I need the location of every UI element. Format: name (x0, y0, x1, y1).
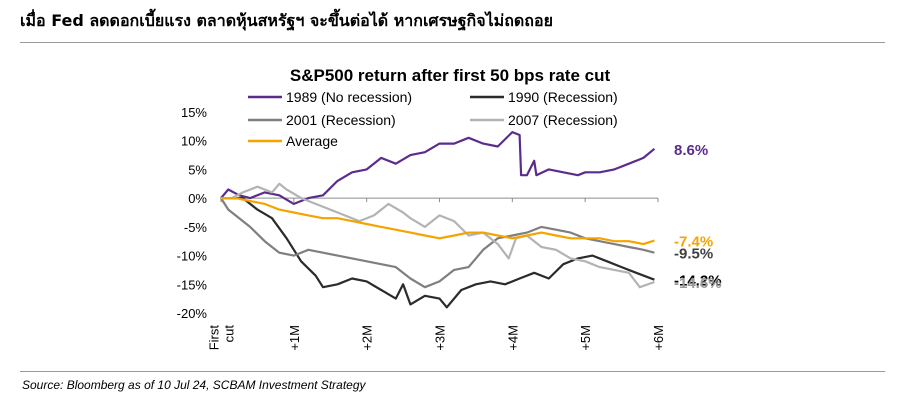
x-tick-label: +2M (360, 325, 375, 351)
series-line (221, 182, 655, 289)
source-note: Source: Bloomberg as of 10 Jul 24, SCBAM… (22, 378, 366, 392)
y-tick-label: 15% (181, 105, 207, 120)
x-tick-label: +3M (433, 325, 448, 351)
header-divider (20, 42, 885, 43)
svg-text:+1M: +1M (287, 325, 302, 351)
y-tick-label: 0% (188, 191, 207, 206)
series-end-label: -9.5% (674, 246, 713, 263)
y-tick-label: -20% (177, 306, 208, 321)
svg-text:+2M: +2M (360, 325, 375, 351)
svg-text:First: First (207, 325, 222, 351)
svg-text:+5M: +5M (578, 325, 593, 351)
legend-label: 1990 (Recession) (508, 89, 618, 105)
legend-label: 1989 (No recession) (286, 89, 412, 105)
series-end-label: -14.6% (674, 275, 722, 292)
legend-item: 1990 (Recession) (470, 89, 618, 105)
x-tick-label: +6M (651, 325, 666, 351)
y-tick-label: -10% (177, 249, 208, 264)
legend-item: 2001 (Recession) (248, 112, 396, 128)
series-line (221, 197, 655, 246)
series-end-label: -14.2% (674, 273, 722, 290)
x-tick-label: +4M (505, 325, 520, 351)
y-tick-label: -15% (177, 277, 208, 292)
svg-text:+4M: +4M (505, 325, 520, 351)
legend-item: 1989 (No recession) (248, 89, 412, 105)
x-tick-label: +5M (578, 325, 593, 351)
svg-text:cut: cut (222, 325, 237, 343)
x-tick-label: +1M (287, 325, 302, 351)
x-tick-label: First cut (207, 325, 237, 351)
chart-legend: 1989 (No recession) 1990 (Recession) 2001 … (248, 89, 618, 149)
series-layer (220, 131, 656, 309)
legend-item: Average (248, 133, 338, 149)
chart-title: S&P500 return after first 50 bps rate cu… (290, 66, 611, 85)
legend-item: 2007 (Recession) (470, 112, 618, 128)
series-end-label: -7.4% (674, 234, 713, 251)
series-end-label: 8.6% (674, 142, 708, 159)
y-tick-label: 10% (181, 134, 207, 149)
y-axis: -20% -15% -10% -5% 0% 5% 10% 15% (177, 105, 208, 321)
svg-text:+6M: +6M (651, 325, 666, 351)
legend-label: Average (286, 133, 338, 149)
x-axis: First cut +1M +2M +3M +4M +5M +6M (207, 197, 666, 351)
series-line (221, 197, 655, 309)
end-labels: 8.6% -14.2% -9.5% -14.6% -7.4% (674, 142, 722, 292)
footer-divider (20, 371, 885, 372)
legend-label: 2007 (Recession) (508, 112, 618, 128)
legend-label: 2001 (Recession) (286, 112, 396, 128)
svg-text:+3M: +3M (433, 325, 448, 351)
y-tick-label: -5% (184, 220, 208, 235)
series-line (220, 131, 656, 205)
page-title: เมื่อ Fed ลดดอกเบี้ยแรง ตลาดหุ้นสหรัฐฯ จ… (20, 11, 553, 30)
y-tick-label: 5% (188, 162, 207, 177)
